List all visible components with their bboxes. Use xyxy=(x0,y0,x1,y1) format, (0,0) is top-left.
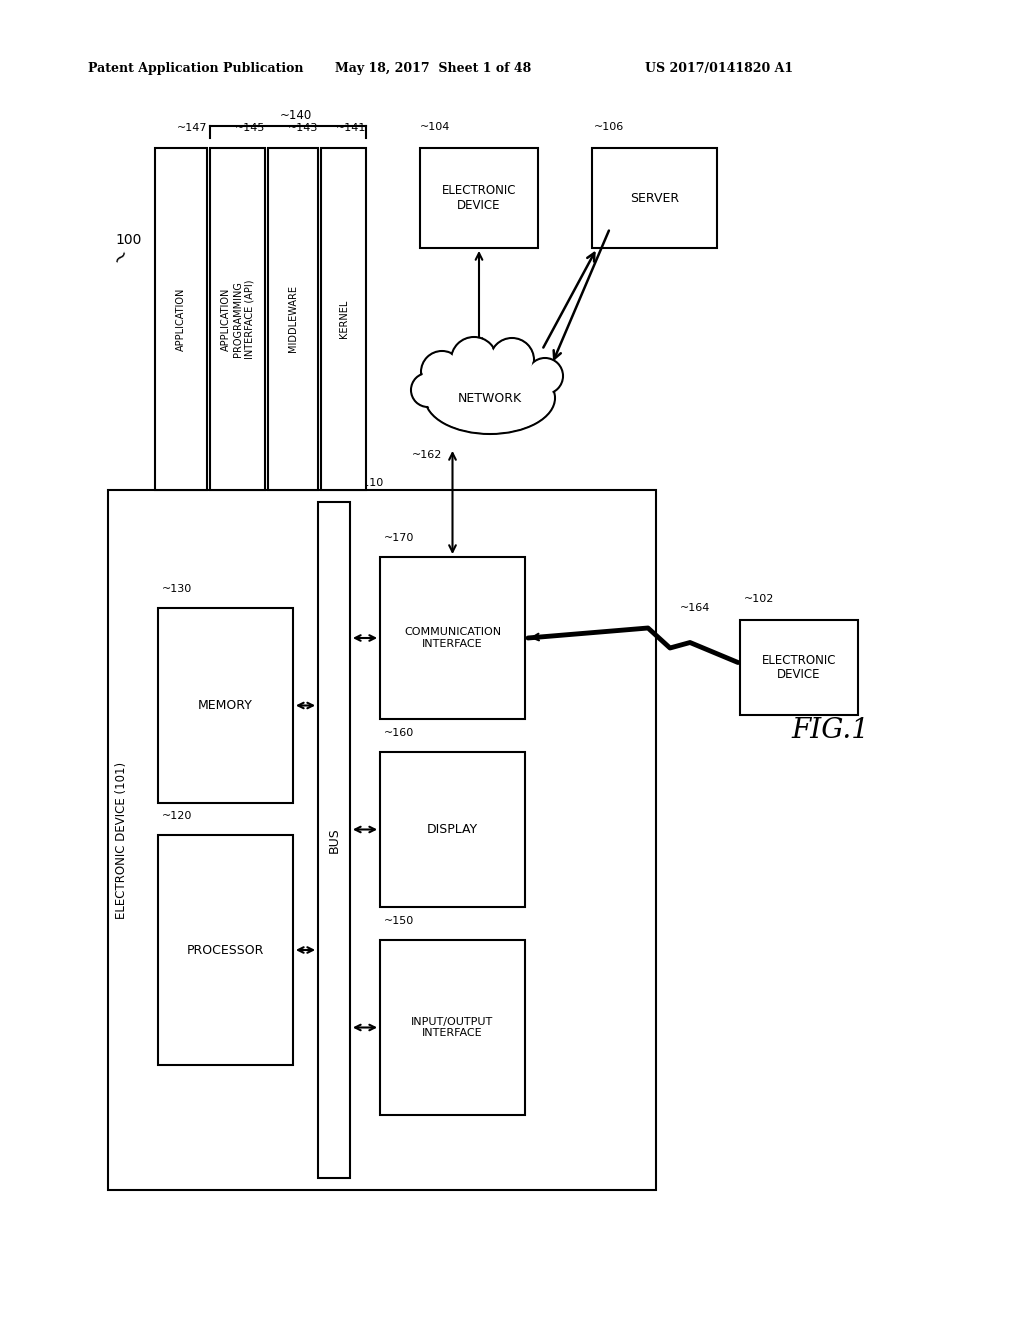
Bar xyxy=(155,148,207,490)
Bar xyxy=(108,490,656,1191)
Text: May 18, 2017  Sheet 1 of 48: May 18, 2017 Sheet 1 of 48 xyxy=(335,62,531,75)
Text: ~106: ~106 xyxy=(594,121,625,132)
Text: 100: 100 xyxy=(115,234,141,247)
Text: MEMORY: MEMORY xyxy=(198,700,253,711)
Text: ~160: ~160 xyxy=(384,729,415,738)
Bar xyxy=(380,557,525,719)
Ellipse shape xyxy=(527,358,563,393)
Text: ~164: ~164 xyxy=(680,603,711,612)
Ellipse shape xyxy=(411,374,445,407)
Ellipse shape xyxy=(453,338,496,381)
Ellipse shape xyxy=(451,337,497,383)
Ellipse shape xyxy=(425,362,555,434)
Text: ~104: ~104 xyxy=(420,121,451,132)
Bar xyxy=(321,148,366,490)
Text: PROCESSOR: PROCESSOR xyxy=(186,944,264,957)
Bar xyxy=(380,752,525,907)
Text: MIDDLEWARE: MIDDLEWARE xyxy=(288,285,298,352)
Text: ~110: ~110 xyxy=(354,478,384,488)
Ellipse shape xyxy=(421,351,463,393)
Text: KERNEL: KERNEL xyxy=(339,300,348,338)
Ellipse shape xyxy=(421,351,463,393)
Text: APPLICATION: APPLICATION xyxy=(176,288,186,351)
Text: ~170: ~170 xyxy=(384,533,415,543)
Bar xyxy=(158,836,293,1065)
Text: $\sim$: $\sim$ xyxy=(105,244,133,272)
Text: APPLICATION
PROGRAMMING
INTERFACE (API): APPLICATION PROGRAMMING INTERFACE (API) xyxy=(221,280,254,359)
Ellipse shape xyxy=(527,358,563,393)
Bar xyxy=(380,940,525,1115)
Ellipse shape xyxy=(411,374,445,407)
Text: SERVER: SERVER xyxy=(630,191,679,205)
Bar xyxy=(420,148,538,248)
Bar xyxy=(318,502,350,1177)
Text: ~150: ~150 xyxy=(384,916,415,927)
Text: ~120: ~120 xyxy=(162,810,193,821)
Text: INPUT/OUTPUT
INTERFACE: INPUT/OUTPUT INTERFACE xyxy=(412,1016,494,1039)
Text: ELECTRONIC
DEVICE: ELECTRONIC DEVICE xyxy=(441,183,516,213)
Text: ~143: ~143 xyxy=(288,123,318,133)
Text: ~141: ~141 xyxy=(336,123,366,133)
Text: ~162: ~162 xyxy=(412,450,442,459)
Ellipse shape xyxy=(413,375,443,405)
Text: ELECTRONIC DEVICE (101): ELECTRONIC DEVICE (101) xyxy=(116,762,128,919)
Bar xyxy=(740,620,858,715)
Text: ~140: ~140 xyxy=(280,110,312,121)
Ellipse shape xyxy=(528,359,561,392)
Ellipse shape xyxy=(490,338,534,381)
Bar xyxy=(592,148,717,248)
Ellipse shape xyxy=(492,339,532,380)
Text: NETWORK: NETWORK xyxy=(458,392,522,404)
Text: ELECTRONIC
DEVICE: ELECTRONIC DEVICE xyxy=(762,653,837,681)
Ellipse shape xyxy=(423,352,462,392)
Ellipse shape xyxy=(427,363,554,433)
Bar xyxy=(158,609,293,803)
Text: ~145: ~145 xyxy=(234,123,265,133)
Text: DISPLAY: DISPLAY xyxy=(427,822,478,836)
Text: ~130: ~130 xyxy=(162,583,193,594)
Text: FIG.1: FIG.1 xyxy=(792,717,869,743)
Text: Patent Application Publication: Patent Application Publication xyxy=(88,62,303,75)
Text: US 2017/0141820 A1: US 2017/0141820 A1 xyxy=(645,62,794,75)
Text: BUS: BUS xyxy=(328,828,341,853)
Bar xyxy=(268,148,318,490)
Text: COMMUNICATION
INTERFACE: COMMUNICATION INTERFACE xyxy=(403,627,501,649)
Ellipse shape xyxy=(490,338,534,381)
Ellipse shape xyxy=(451,337,497,383)
Text: ~102: ~102 xyxy=(744,594,774,605)
Bar xyxy=(210,148,265,490)
Text: ~147: ~147 xyxy=(176,123,207,133)
Ellipse shape xyxy=(425,362,555,434)
